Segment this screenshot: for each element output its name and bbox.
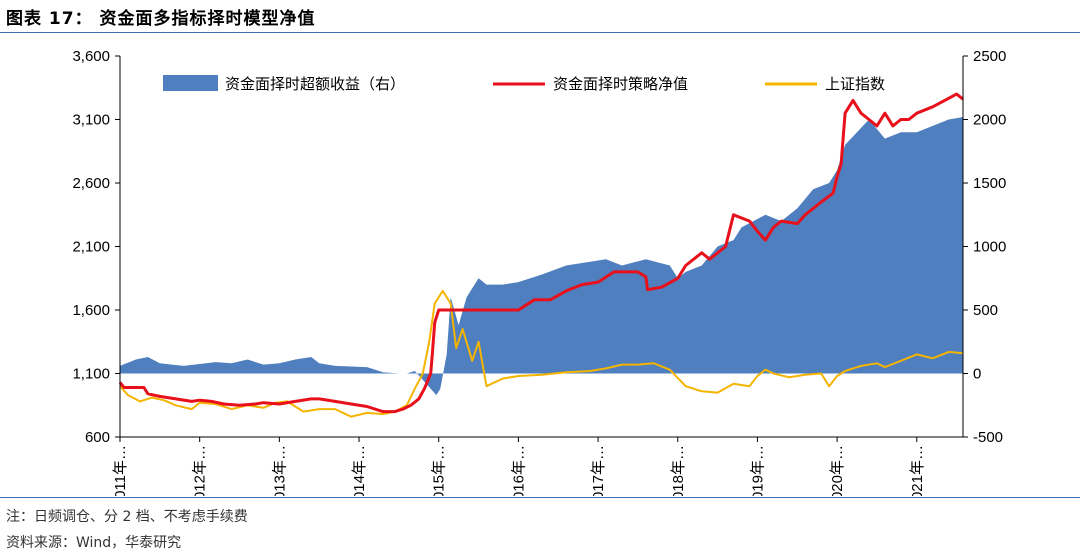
x-tick-label: 2013年…	[271, 445, 288, 496]
legend: 资金面择时超额收益（右） 资金面择时策略净值 上证指数	[163, 75, 885, 93]
y-left-tick-label: 2,600	[72, 175, 110, 192]
chart-source: 资料来源：Wind，华泰研究	[6, 535, 182, 551]
x-tick-label: 2021年…	[909, 445, 926, 496]
y-left-tick-label: 3,600	[72, 48, 110, 65]
x-tick-label: 2011年…	[112, 445, 129, 496]
y-left-tick-label: 3,100	[72, 112, 110, 129]
title-rule	[0, 32, 1080, 33]
series-strategy-nav-line	[118, 92, 964, 414]
y-right-tick-label: 2000	[973, 112, 1006, 129]
area-layer	[120, 117, 963, 396]
x-tick-label: 2019年…	[749, 445, 766, 496]
x-tick-label: 2018年…	[670, 445, 687, 496]
x-tick-label: 2017年…	[590, 445, 607, 496]
legend-label-index: 上证指数	[825, 75, 885, 93]
y-left-tick-label: 600	[85, 429, 110, 446]
y-right-tick-label: 0	[973, 366, 981, 383]
x-tick-label: 2016年…	[510, 445, 527, 496]
y-left-tick-label: 1,100	[72, 366, 110, 383]
y-right-tick-label: -500	[973, 429, 1003, 446]
lines-layer	[118, 92, 964, 418]
y-right-tick-label: 2500	[973, 48, 1006, 65]
x-tick-label: 2014年…	[351, 445, 368, 496]
y-left-tick-label: 2,100	[72, 239, 110, 256]
x-tick-label: 2020年…	[829, 445, 846, 496]
y-right-tick-label: 1500	[973, 175, 1006, 192]
footer-rule	[0, 497, 1080, 498]
chart: 600 1,100 1,600 2,100 2,600 3,100 3,600 -500 0 50…	[72, 48, 1006, 496]
series-excess-return-area	[120, 117, 963, 396]
chart-note: 注：日频调仓、分 2 档、不考虑手续费	[6, 509, 248, 525]
series-shanghai-index-line	[119, 289, 964, 418]
y-left-tick-label: 1,600	[72, 302, 110, 319]
y-right-tick-label: 500	[973, 302, 998, 319]
legend-label-strategy: 资金面择时策略净值	[553, 75, 688, 93]
axes-layer: 600 1,100 1,600 2,100 2,600 3,100 3,600 -500 0 50…	[72, 48, 1006, 496]
legend-label-excess: 资金面择时超额收益（右）	[225, 75, 405, 93]
legend-swatch-area	[163, 75, 218, 91]
x-tick-label: 2015年…	[431, 445, 448, 496]
x-tick-label: 2012年…	[192, 445, 209, 496]
y-right-tick-label: 1000	[973, 239, 1006, 256]
figure-title: 图表 17： 资金面多指标择时模型净值	[6, 9, 316, 29]
